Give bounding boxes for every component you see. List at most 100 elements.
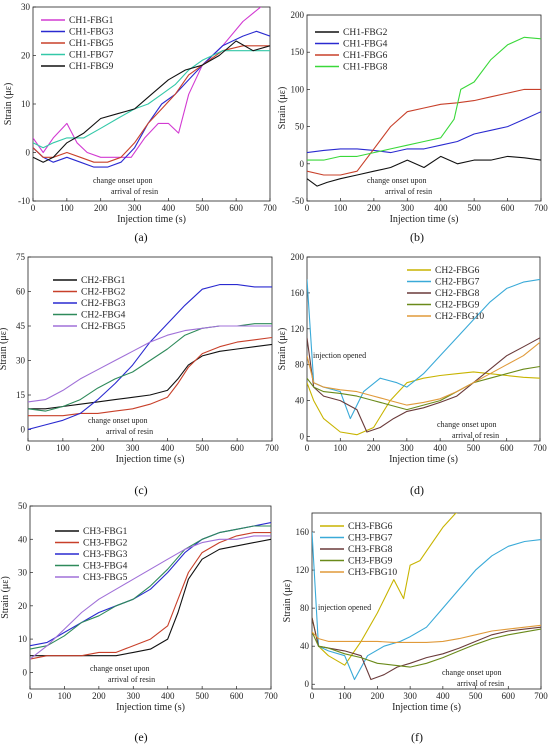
legend-entry: CH1-FBG1 bbox=[69, 16, 114, 26]
series-group bbox=[28, 284, 272, 431]
legend-entry: CH3-FBG4 bbox=[83, 562, 128, 572]
x-tick-label: 500 bbox=[196, 443, 210, 453]
x-tick-label: 100 bbox=[56, 443, 70, 453]
x-tick-label: 100 bbox=[334, 203, 348, 213]
x-tick-label: 100 bbox=[334, 443, 348, 453]
chart-panel: 0 100 200 300 400 500 600 700 0 40 80 120 160 Injecti… bbox=[282, 512, 548, 744]
panel-label: (e) bbox=[134, 730, 147, 744]
series-line bbox=[307, 341, 540, 406]
chart-panel: 0 100 200 300 400 500 600 700 0 40 80 120 160 200 Inje… bbox=[277, 252, 547, 497]
annotation-text: change onset upon bbox=[437, 420, 497, 429]
legend-entry: CH3-FBG6 bbox=[348, 522, 393, 532]
annotation-text: change onset upon bbox=[93, 176, 153, 185]
legend-entry: CH2-FBG2 bbox=[81, 288, 126, 298]
x-tick-label: 600 bbox=[500, 443, 514, 453]
x-tick-label: 0 bbox=[26, 443, 31, 453]
series-line bbox=[307, 278, 540, 420]
y-tick-label: -50 bbox=[292, 196, 304, 206]
x-tick-label: 100 bbox=[338, 691, 352, 701]
legend-entry: CH3-FBG3 bbox=[83, 550, 128, 560]
series-line bbox=[307, 371, 540, 436]
y-tick-label: 60 bbox=[16, 287, 26, 297]
plot-frame bbox=[29, 505, 272, 690]
panel-label: (b) bbox=[410, 230, 424, 244]
series-group bbox=[307, 36, 541, 187]
legend-entry: CH1-FBG8 bbox=[343, 63, 388, 73]
y-tick-label: 200 bbox=[291, 252, 305, 262]
plot-frame bbox=[306, 256, 541, 442]
series-line bbox=[312, 531, 541, 681]
x-tick-label: 400 bbox=[161, 691, 175, 701]
y-axis-label: Strain (με) bbox=[277, 328, 288, 371]
x-tick-label: 0 bbox=[31, 203, 36, 213]
legend-entry: CH2-FBG3 bbox=[81, 299, 126, 309]
y-tick-label: 80 bbox=[295, 360, 305, 370]
y-tick-label: 10 bbox=[21, 99, 31, 109]
legend-entry: CH1-FBG7 bbox=[69, 51, 114, 61]
y-tick-label: 30 bbox=[18, 568, 28, 578]
x-tick-label: 600 bbox=[229, 203, 243, 213]
annotation-text: change onset upon bbox=[90, 664, 150, 673]
x-tick-label: 300 bbox=[403, 691, 417, 701]
y-tick-label: 30 bbox=[21, 2, 31, 12]
series-line bbox=[28, 284, 272, 431]
series-line bbox=[28, 323, 272, 412]
y-tick-label: 40 bbox=[300, 641, 310, 651]
series-line bbox=[30, 538, 271, 657]
x-tick-label: 400 bbox=[161, 443, 175, 453]
series-line bbox=[312, 617, 541, 681]
legend-entry: CH3-FBG5 bbox=[83, 573, 128, 583]
x-tick-label: 300 bbox=[400, 443, 414, 453]
x-tick-label: 500 bbox=[467, 203, 481, 213]
x-tick-label: 200 bbox=[371, 691, 385, 701]
x-tick-label: 700 bbox=[533, 443, 547, 453]
y-tick-label: 20 bbox=[18, 601, 28, 611]
y-tick-label: 0 bbox=[300, 159, 305, 169]
y-tick-label: 15 bbox=[16, 390, 26, 400]
series-group bbox=[30, 522, 271, 660]
x-tick-label: 300 bbox=[127, 691, 141, 701]
x-axis-label: Injection time (s) bbox=[116, 702, 185, 713]
annotation-text: arrival of resin bbox=[108, 675, 155, 684]
y-tick-label: 200 bbox=[291, 10, 305, 20]
plot-frame bbox=[27, 256, 273, 442]
series-line bbox=[307, 155, 541, 187]
y-tick-label: 10 bbox=[18, 634, 28, 644]
x-axis-label: Injection time (s) bbox=[390, 214, 459, 225]
series-line bbox=[30, 525, 271, 650]
annotation-text: arrival of resin bbox=[452, 431, 499, 440]
series-line bbox=[307, 111, 541, 154]
x-tick-label: 500 bbox=[467, 443, 481, 453]
legend-entry: CH1-FBG6 bbox=[343, 51, 388, 61]
x-tick-label: 0 bbox=[28, 691, 33, 701]
x-tick-label: 300 bbox=[401, 203, 415, 213]
series-line bbox=[33, 30, 270, 168]
legend-entry: CH1-FBG2 bbox=[343, 28, 388, 38]
x-axis-label: Injection time (s) bbox=[117, 214, 186, 225]
y-tick-label: 80 bbox=[300, 603, 310, 613]
y-tick-label: 50 bbox=[18, 501, 28, 511]
x-tick-label: 100 bbox=[58, 691, 72, 701]
x-tick-label: 400 bbox=[436, 691, 450, 701]
x-tick-label: 500 bbox=[469, 691, 483, 701]
x-axis-label: Injection time (s) bbox=[389, 454, 458, 465]
series-group bbox=[33, 7, 270, 168]
annotation-text: injection opened bbox=[313, 351, 366, 360]
y-tick-label: 0 bbox=[26, 148, 31, 158]
legend-entry: CH1-FBG5 bbox=[69, 39, 114, 49]
panel-label: (c) bbox=[134, 483, 147, 497]
legend-entry: CH3-FBG7 bbox=[348, 534, 393, 544]
x-tick-label: 600 bbox=[230, 443, 244, 453]
y-axis-label: Strain (με) bbox=[277, 87, 288, 130]
series-line bbox=[307, 337, 540, 433]
y-tick-label: 0 bbox=[300, 432, 305, 442]
x-tick-label: 400 bbox=[433, 443, 447, 453]
x-tick-label: 700 bbox=[263, 203, 277, 213]
y-tick-label: -10 bbox=[18, 196, 30, 206]
legend-entry: CH2-FBG4 bbox=[81, 311, 126, 321]
